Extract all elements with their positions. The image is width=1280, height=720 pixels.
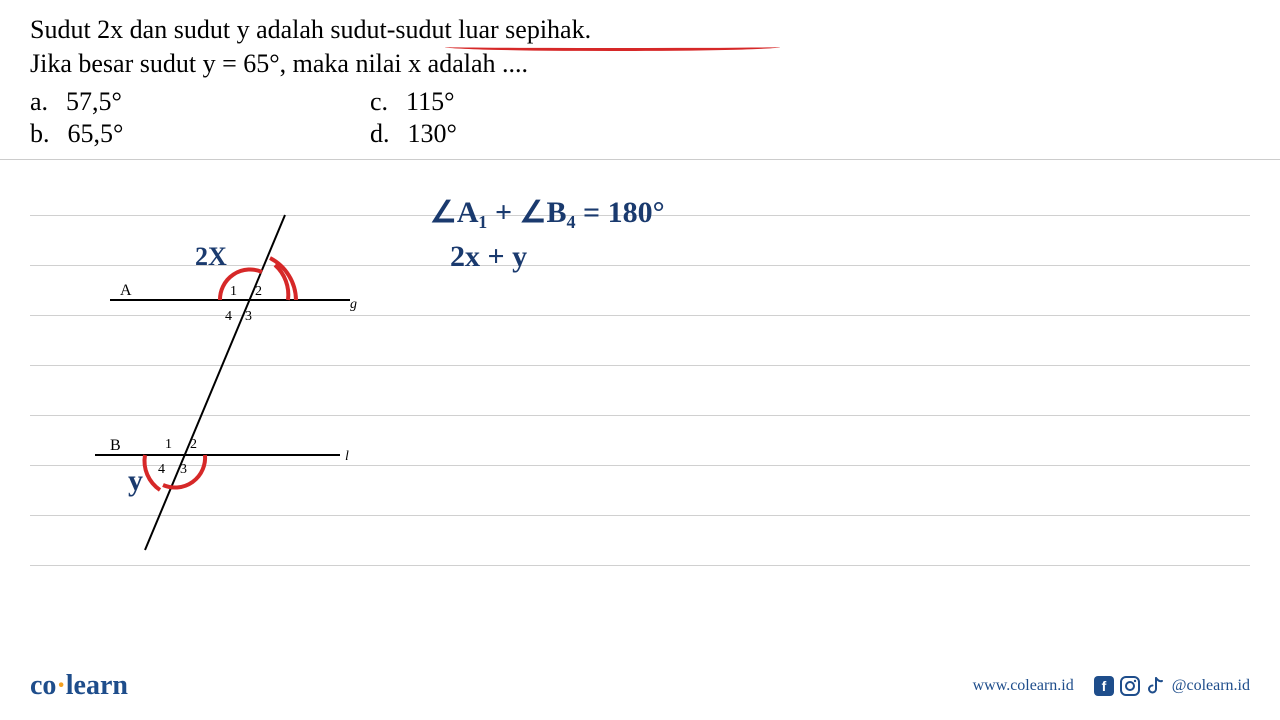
option-a-label: a. xyxy=(30,87,48,117)
point-a-label: A xyxy=(120,282,132,299)
angle-b3: 3 xyxy=(180,462,187,477)
angle-b2: 2 xyxy=(190,437,197,452)
instagram-icon xyxy=(1120,676,1140,696)
label-y: y xyxy=(128,464,143,497)
logo-learn: learn xyxy=(66,670,128,701)
tiktok-icon xyxy=(1146,676,1166,696)
angle-b4: 4 xyxy=(158,462,165,477)
line-l-label: l xyxy=(345,449,349,464)
option-c-label: c. xyxy=(370,87,388,117)
handwritten-eq1: ∠A₁ + ∠B₄ = 180° xyxy=(430,195,665,230)
line-g-label: g xyxy=(350,297,357,312)
angle-a3: 3 xyxy=(245,309,252,324)
footer-right: www.colearn.id f @colearn.id xyxy=(973,676,1250,696)
option-a: a. 57,5° xyxy=(30,87,330,117)
option-b: b. 65,5° xyxy=(30,119,330,149)
option-a-value: 57,5° xyxy=(66,87,122,117)
option-b-value: 65,5° xyxy=(68,119,124,149)
options-grid: a. 57,5° c. 115° b. 65,5° d. 130° xyxy=(30,87,1250,149)
angle-b1: 1 xyxy=(165,437,172,452)
logo-co: co xyxy=(30,670,56,701)
question-line-1: Sudut 2x dan sudut y adalah sudut-sudut … xyxy=(30,15,1250,45)
footer-handle: @colearn.id xyxy=(1172,677,1250,695)
svg-text:f: f xyxy=(1101,678,1106,694)
footer: co·learn www.colearn.id f @colearn.id xyxy=(0,670,1280,702)
question-text-1: Sudut 2x dan sudut y adalah sudut-sudut … xyxy=(30,15,591,44)
footer-url: www.colearn.id xyxy=(973,677,1074,695)
social-icons: f @colearn.id xyxy=(1094,676,1250,696)
option-b-label: b. xyxy=(30,119,50,149)
angle-a4: 4 xyxy=(225,309,232,324)
option-c-value: 115° xyxy=(406,87,454,117)
point-b-label: B xyxy=(110,437,121,454)
label-2x: 2X xyxy=(195,242,227,271)
option-d: d. 130° xyxy=(370,119,670,149)
angle-a1: 1 xyxy=(230,284,237,299)
work-area: g l A B 1 2 3 4 1 2 3 4 2X y ∠A₁ + ∠B₄ =… xyxy=(0,160,1280,620)
facebook-icon: f xyxy=(1094,676,1114,696)
angle-a2: 2 xyxy=(255,284,262,299)
geometry-diagram: g l A B 1 2 3 4 1 2 3 4 2X y xyxy=(40,190,370,570)
red-underline xyxy=(445,43,780,51)
colearn-logo: co·learn xyxy=(30,670,128,702)
question-area: Sudut 2x dan sudut y adalah sudut-sudut … xyxy=(0,0,1280,160)
option-d-value: 130° xyxy=(408,119,457,149)
handwritten-eq2: 2x + y xyxy=(450,240,527,274)
option-c: c. 115° xyxy=(370,87,670,117)
question-line-2: Jika besar sudut y = 65°, maka nilai x a… xyxy=(30,49,1250,79)
logo-dot: · xyxy=(56,670,65,701)
option-d-label: d. xyxy=(370,119,390,149)
